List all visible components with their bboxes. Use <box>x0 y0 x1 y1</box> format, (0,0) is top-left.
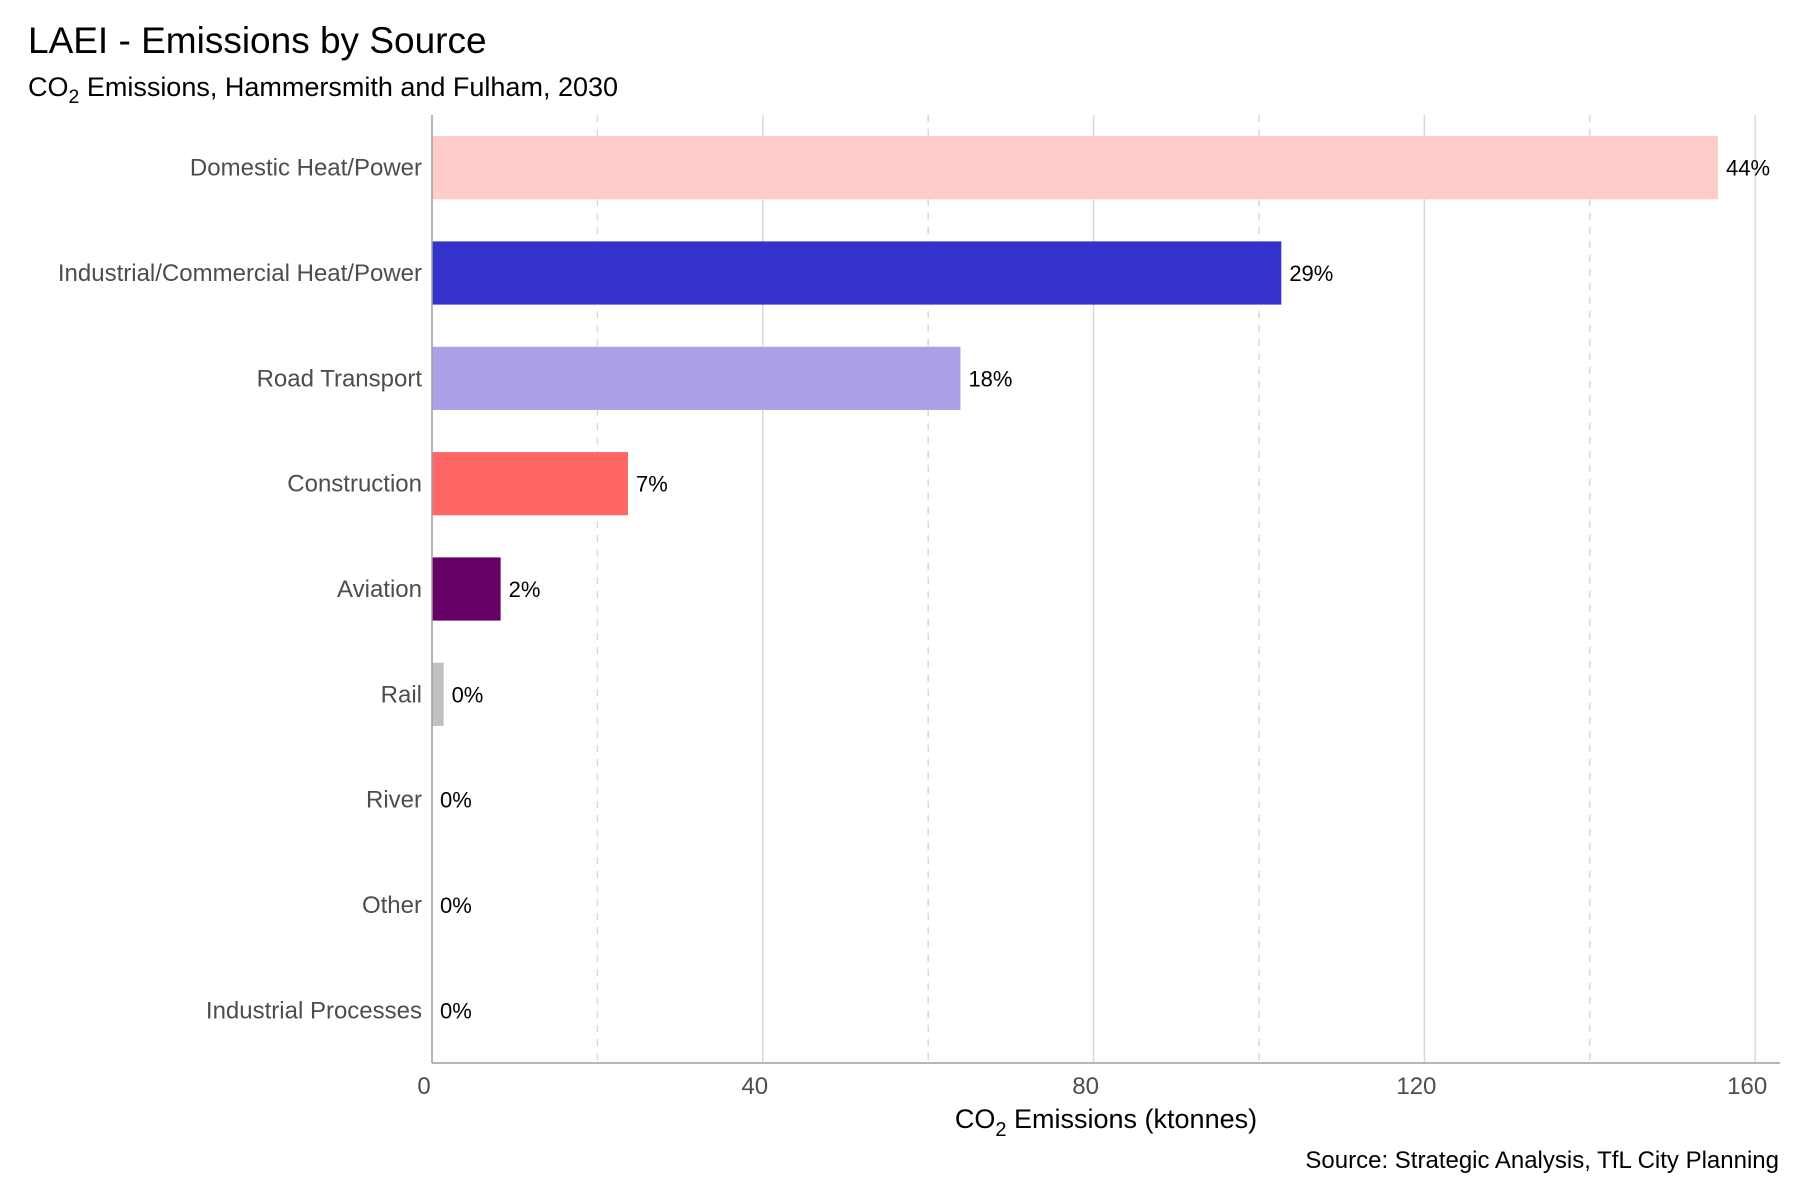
bar <box>432 346 961 410</box>
data-label: 44% <box>1726 156 1770 181</box>
bar <box>432 136 1718 200</box>
category-label: Industrial Processes <box>206 997 422 1024</box>
subtitle-prefix: CO <box>28 72 69 102</box>
data-label: 0% <box>440 893 472 918</box>
subtitle-subscript: 2 <box>68 85 80 108</box>
chart-subtitle: CO2 Emissions, Hammersmith and Fulham, 2… <box>28 72 619 108</box>
chart-source: Source: Strategic Analysis, TfL City Pla… <box>1305 1147 1779 1174</box>
data-label: 0% <box>440 998 472 1023</box>
bar <box>432 662 444 726</box>
x-tick-label: 0 <box>417 1073 430 1100</box>
data-label: 7% <box>636 472 668 497</box>
data-label: 29% <box>1289 261 1333 286</box>
category-label: Construction <box>287 471 422 498</box>
bar <box>432 452 628 516</box>
category-label: Rail <box>381 681 422 708</box>
category-label: Other <box>362 892 422 919</box>
x-tick-label: 80 <box>1072 1073 1099 1100</box>
data-label: 2% <box>509 577 541 602</box>
category-label: Industrial/Commercial Heat/Power <box>58 260 422 287</box>
category-label: River <box>366 787 422 814</box>
data-label: 0% <box>452 682 484 707</box>
category-label: Road Transport <box>257 365 423 392</box>
xlabel-prefix: CO <box>955 1104 996 1134</box>
category-label: Domestic Heat/Power <box>190 155 422 182</box>
x-tick-label: 40 <box>741 1073 768 1100</box>
bars <box>432 136 1718 726</box>
bar <box>432 557 501 621</box>
bar <box>432 241 1282 305</box>
chart-title: LAEI - Emissions by Source <box>28 20 487 61</box>
axes: 0 40 80 120 160 <box>417 115 1780 1100</box>
x-tick-label: 160 <box>1727 1073 1767 1100</box>
labels: Domestic Heat/Power 44% Industrial/Commerc… <box>58 155 1770 1025</box>
xlabel-rest: Emissions (ktonnes) <box>1007 1104 1258 1134</box>
category-label: Aviation <box>337 576 422 603</box>
x-tick-label: 120 <box>1396 1073 1436 1100</box>
x-axis-title: CO2 Emissions (ktonnes) <box>955 1104 1257 1141</box>
data-label: 0% <box>440 788 472 813</box>
subtitle-rest: Emissions, Hammersmith and Fulham, 2030 <box>79 72 619 102</box>
xlabel-subscript: 2 <box>995 1119 1006 1141</box>
data-label: 18% <box>968 366 1012 391</box>
